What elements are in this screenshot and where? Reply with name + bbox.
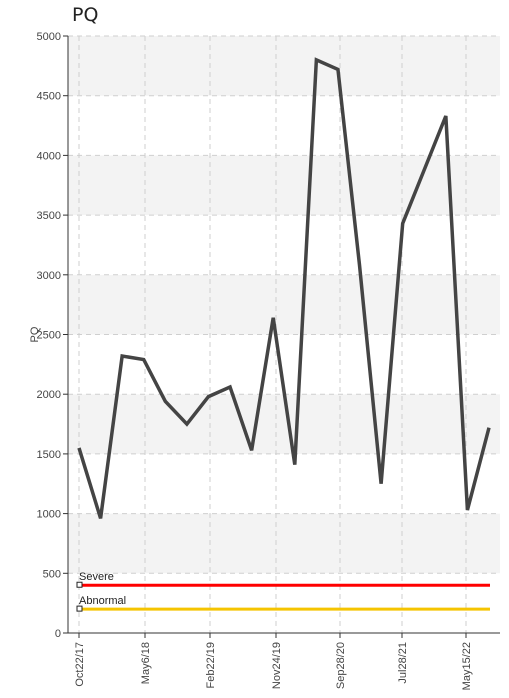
plot-band (68, 394, 500, 454)
ref-label-abnormal: Abnormal (79, 595, 126, 607)
y-axis-label: PQ (29, 326, 41, 342)
y-tick-label: 500 (43, 568, 61, 580)
plot-bands (68, 36, 500, 633)
x-tick-label: May15/22 (461, 642, 473, 690)
ref-label-severe: Severe (79, 571, 114, 583)
y-tick-label: 2500 (37, 330, 61, 342)
y-tick-label: 4000 (37, 150, 61, 162)
plot-band (68, 95, 500, 156)
y-tick-label: 2000 (37, 389, 61, 401)
horizontal-grid (63, 35, 500, 634)
plot-band (68, 274, 500, 335)
plot-band (68, 215, 500, 275)
x-tick-label: Sep28/20 (335, 642, 347, 689)
y-tick-label: 4500 (37, 91, 61, 103)
y-tick-label: 1000 (37, 509, 61, 521)
y-tick-label: 0 (55, 628, 61, 640)
reference-lines: Severe Abnormal (76, 571, 490, 612)
y-tick-label: 5000 (37, 31, 61, 43)
y-tick-label: 3000 (37, 270, 61, 282)
plot-band (68, 513, 500, 574)
plot-band (68, 155, 500, 216)
ref-marker-severe (76, 581, 83, 588)
chart-title: PQ (72, 4, 99, 26)
series-line (77, 57, 491, 519)
axes (67, 36, 500, 634)
plot-band (68, 453, 500, 514)
x-tick-label: Oct22/17 (74, 642, 86, 687)
x-tick-label: Feb22/19 (205, 642, 217, 688)
plot-band (68, 573, 500, 633)
series-lines (77, 57, 491, 519)
ref-marker-abnormal (76, 605, 83, 612)
x-tick-label: May6/18 (140, 642, 152, 684)
plot-band (68, 36, 500, 96)
x-tick-label: Jul28/21 (397, 642, 409, 684)
y-tick-label: 3500 (37, 210, 61, 222)
x-tick-labels: Oct22/17 May6/18 Feb22/19 Nov24/19 Sep28/20 J… (74, 642, 473, 690)
x-tick-label: Nov24/19 (271, 642, 283, 689)
y-tick-labels: 0 500 1000 1500 2000 2500 3000 3500 4000 4500 5000 (37, 31, 61, 640)
y-tick-label: 1500 (37, 449, 61, 461)
